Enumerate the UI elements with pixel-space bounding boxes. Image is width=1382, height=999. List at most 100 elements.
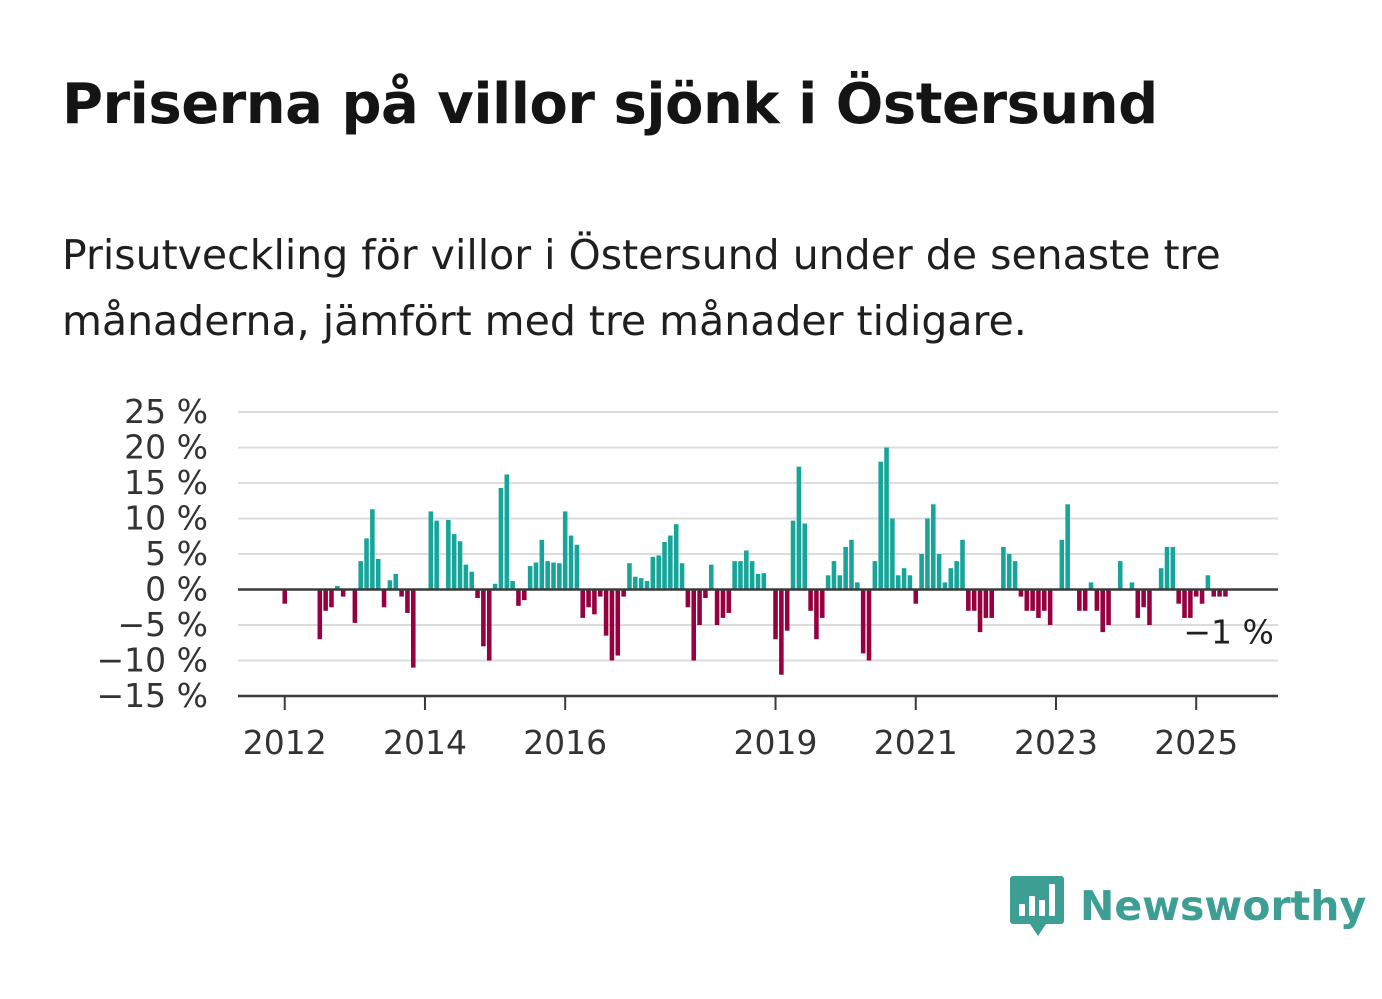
bar bbox=[586, 589, 591, 608]
bar bbox=[784, 589, 790, 631]
x-tick-label: 2014 bbox=[383, 723, 467, 762]
bar bbox=[1006, 554, 1012, 590]
bar bbox=[1223, 589, 1228, 597]
bar bbox=[1182, 589, 1187, 618]
bar bbox=[901, 568, 907, 590]
bar bbox=[1106, 589, 1111, 625]
bar bbox=[866, 589, 872, 661]
bar bbox=[925, 518, 930, 590]
bar bbox=[370, 509, 375, 590]
bar bbox=[884, 447, 889, 590]
bar bbox=[843, 546, 848, 590]
bar bbox=[364, 538, 369, 590]
bar bbox=[317, 589, 323, 640]
y-tick-label: 0 % bbox=[145, 570, 208, 609]
bar bbox=[1188, 589, 1193, 618]
bar bbox=[527, 566, 533, 590]
x-tick-label: 2019 bbox=[734, 723, 818, 762]
last-value-label: −1 % bbox=[1183, 613, 1274, 652]
bar bbox=[732, 561, 737, 590]
bar bbox=[580, 589, 585, 618]
x-tick-label: 2012 bbox=[243, 723, 327, 762]
bar bbox=[1217, 589, 1222, 597]
bar bbox=[1199, 589, 1205, 604]
bar bbox=[697, 589, 702, 625]
bar bbox=[966, 589, 971, 611]
bar bbox=[1012, 561, 1018, 590]
labels: −15 %−10 %−5 %0 %5 %10 %15 %20 %25 % 2012… bbox=[97, 392, 1274, 762]
bar bbox=[755, 573, 761, 590]
bar bbox=[819, 589, 825, 618]
bar bbox=[1030, 589, 1035, 611]
bar bbox=[895, 575, 901, 590]
bar bbox=[977, 589, 983, 633]
bar bbox=[352, 589, 358, 623]
bar bbox=[562, 511, 568, 590]
bar bbox=[913, 589, 919, 604]
bar bbox=[469, 571, 474, 590]
bar bbox=[1059, 539, 1065, 590]
bar bbox=[685, 589, 691, 608]
bar bbox=[691, 589, 697, 661]
bar bbox=[510, 580, 515, 590]
bar bbox=[1141, 589, 1146, 608]
bar bbox=[703, 589, 708, 599]
y-tick-label: −10 % bbox=[97, 641, 209, 680]
brand-name: Newsworthy bbox=[1080, 882, 1367, 930]
bar bbox=[282, 589, 288, 604]
bar bbox=[983, 589, 989, 618]
bar bbox=[948, 568, 954, 590]
bar bbox=[446, 519, 451, 590]
bar bbox=[568, 535, 574, 590]
bar bbox=[808, 589, 813, 611]
bar bbox=[1211, 589, 1217, 597]
bar bbox=[872, 561, 878, 590]
bar bbox=[492, 583, 498, 590]
bar bbox=[522, 589, 527, 601]
bar bbox=[1082, 589, 1088, 611]
bar bbox=[434, 520, 439, 590]
bar bbox=[1094, 589, 1100, 611]
bar bbox=[860, 589, 866, 654]
bar bbox=[504, 474, 510, 590]
bar bbox=[329, 589, 334, 608]
bar bbox=[498, 487, 504, 590]
y-tick-label: 20 % bbox=[124, 428, 208, 467]
bar bbox=[1117, 561, 1123, 590]
bar bbox=[405, 589, 410, 613]
bar bbox=[936, 554, 942, 590]
bar bbox=[1170, 546, 1176, 590]
bar bbox=[1205, 575, 1211, 590]
bar bbox=[1176, 589, 1181, 604]
y-tick-label: 15 % bbox=[124, 463, 208, 502]
bar bbox=[942, 582, 948, 590]
bar bbox=[428, 511, 434, 590]
x-tick-label: 2021 bbox=[874, 723, 958, 762]
bar bbox=[1001, 546, 1006, 590]
bar bbox=[539, 539, 545, 590]
bar bbox=[960, 539, 965, 590]
bar bbox=[381, 589, 387, 608]
bar bbox=[486, 589, 492, 661]
bar bbox=[673, 524, 679, 590]
bar bbox=[340, 589, 346, 597]
bar bbox=[714, 589, 720, 625]
bar bbox=[708, 564, 714, 590]
bar bbox=[1193, 589, 1199, 597]
bar bbox=[878, 461, 883, 590]
bar bbox=[773, 589, 778, 640]
bar bbox=[954, 561, 959, 590]
bar bbox=[516, 589, 521, 606]
bar bbox=[1065, 504, 1070, 590]
bar bbox=[831, 561, 837, 590]
bar bbox=[609, 589, 615, 661]
bar bbox=[633, 576, 638, 590]
bar bbox=[662, 541, 667, 590]
bar bbox=[656, 555, 661, 590]
bar bbox=[1018, 589, 1024, 597]
x-tick-label: 2025 bbox=[1154, 723, 1238, 762]
bar bbox=[761, 573, 767, 590]
bar bbox=[1077, 589, 1082, 611]
bar bbox=[855, 582, 860, 590]
